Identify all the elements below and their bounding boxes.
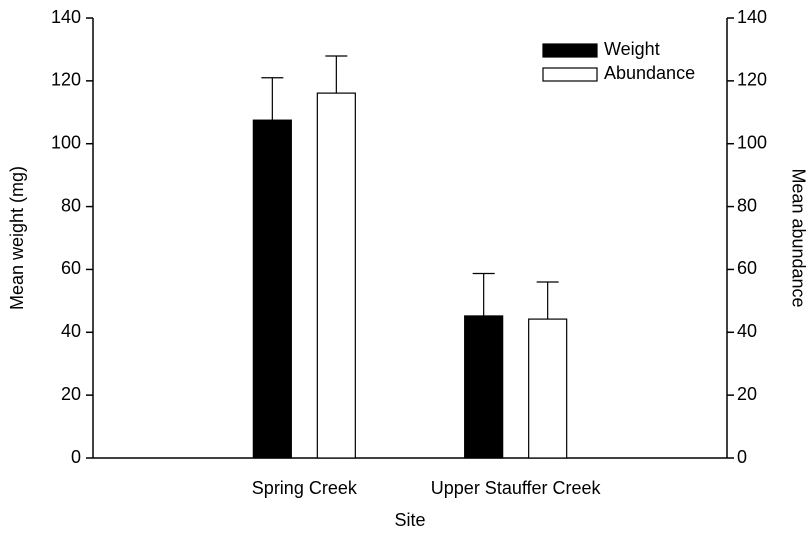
y2-tick-label: 0	[737, 447, 747, 467]
y2-tick-label: 120	[737, 70, 767, 90]
bar	[252, 119, 292, 459]
x-axis-label: Site	[394, 510, 425, 530]
legend-swatch	[542, 67, 598, 82]
bar	[316, 92, 356, 459]
y-axis-label: Mean weight (mg)	[7, 166, 27, 310]
y2-tick-label: 60	[737, 258, 757, 278]
y2-tick-label: 40	[737, 321, 757, 341]
y2-tick-label: 20	[737, 384, 757, 404]
y-tick-label: 20	[61, 384, 81, 404]
y2-axis-label: Mean abundance	[788, 168, 808, 307]
y2-tick-label: 80	[737, 195, 757, 215]
legend-swatch	[542, 43, 598, 58]
y-tick-label: 100	[51, 132, 81, 152]
legend-label: Weight	[604, 39, 660, 59]
legend-label: Abundance	[604, 63, 695, 83]
y-tick-label: 80	[61, 195, 81, 215]
y-tick-label: 0	[71, 447, 81, 467]
y-tick-label: 140	[51, 7, 81, 27]
y-tick-label: 120	[51, 70, 81, 90]
y-tick-label: 40	[61, 321, 81, 341]
y2-tick-label: 100	[737, 132, 767, 152]
bar	[464, 315, 504, 459]
y-tick-label: 60	[61, 258, 81, 278]
x-tick-label: Upper Stauffer Creek	[431, 478, 602, 498]
x-tick-label: Spring Creek	[252, 478, 358, 498]
y2-tick-label: 140	[737, 7, 767, 27]
bar	[528, 318, 568, 459]
